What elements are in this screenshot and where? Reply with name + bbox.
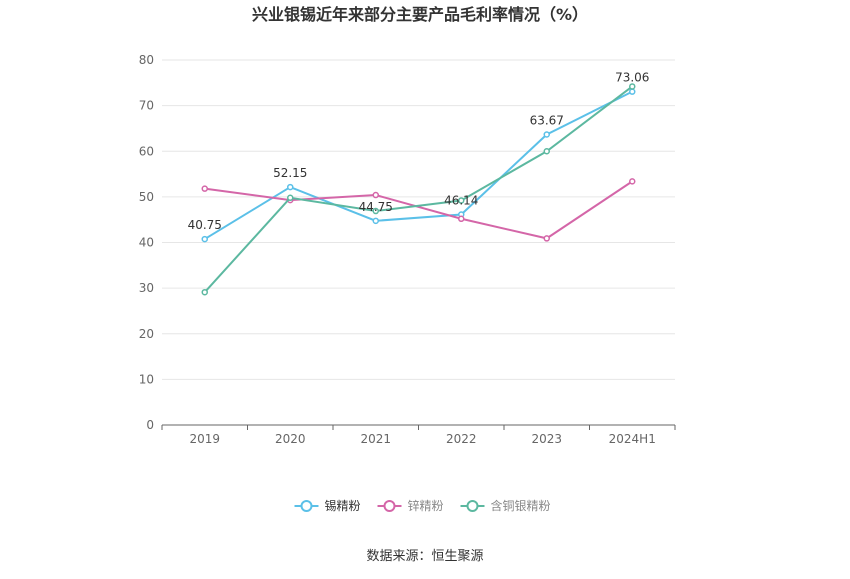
data-point bbox=[629, 83, 636, 90]
data-point bbox=[201, 235, 208, 243]
legend-item-3: 含铜银精粉 bbox=[460, 498, 551, 513]
data-point bbox=[372, 191, 379, 199]
y-tick-label: 60 bbox=[139, 144, 154, 158]
y-tick-label: 70 bbox=[139, 99, 154, 113]
x-tick-label: 2021 bbox=[360, 432, 391, 446]
data-point bbox=[287, 183, 294, 191]
chart-title: 兴业银锡近年来部分主要产品毛利率情况（%） bbox=[252, 5, 588, 24]
y-tick-label: 10 bbox=[139, 372, 154, 386]
x-tick-label: 2022 bbox=[446, 432, 477, 446]
data-label: 73.06 bbox=[615, 71, 649, 85]
legend-item-1: 锡精粉 bbox=[294, 498, 361, 513]
series-line-1 bbox=[204, 90, 633, 240]
legend-label: 含铜银精粉 bbox=[491, 498, 551, 513]
source-note: 数据来源：恒生聚源 bbox=[366, 549, 483, 564]
legend-label: 锌精粉 bbox=[408, 499, 444, 513]
data-point bbox=[372, 207, 379, 215]
data-label: 46.14 bbox=[444, 193, 478, 207]
y-tick-label: 80 bbox=[139, 53, 154, 67]
data-point bbox=[201, 288, 208, 296]
x-tick-label: 2019 bbox=[189, 432, 220, 446]
legend-marker bbox=[300, 500, 313, 512]
data-labels: 40.75 52.15 44.75 46.14 63.67 73.06 bbox=[188, 71, 650, 232]
data-point bbox=[629, 178, 636, 185]
x-tick-label: 2023 bbox=[531, 432, 562, 446]
data-label: 40.75 bbox=[188, 218, 222, 232]
series-lines bbox=[201, 83, 636, 296]
data-point bbox=[543, 148, 550, 155]
data-point bbox=[458, 197, 465, 204]
series-line-3 bbox=[204, 85, 633, 293]
y-tick-label: 30 bbox=[139, 281, 154, 295]
axes: 0 10 20 30 40 50 60 70 80 2019 2020 2021 2022 2023 202… bbox=[139, 53, 676, 446]
y-tick-label: 0 bbox=[146, 418, 154, 432]
y-tick-label: 20 bbox=[139, 327, 154, 341]
grid-lines bbox=[162, 59, 675, 380]
y-tick-label: 40 bbox=[139, 236, 154, 250]
data-label: 52.15 bbox=[273, 166, 307, 180]
data-point bbox=[543, 131, 550, 138]
data-point bbox=[543, 235, 550, 242]
data-point bbox=[287, 194, 294, 202]
data-label: 63.67 bbox=[530, 114, 564, 128]
data-point bbox=[629, 88, 636, 95]
x-tick-label: 2024H1 bbox=[609, 432, 656, 446]
data-label: 44.75 bbox=[359, 200, 393, 214]
legend-marker bbox=[383, 500, 396, 512]
data-point bbox=[458, 215, 465, 223]
data-point bbox=[372, 217, 379, 225]
data-point bbox=[201, 185, 208, 192]
x-tick-label: 2020 bbox=[275, 432, 306, 446]
legend-item-2: 锌精粉 bbox=[377, 499, 444, 513]
y-tick-label: 50 bbox=[139, 190, 154, 204]
legend-marker bbox=[466, 500, 479, 512]
series-line-2 bbox=[204, 180, 633, 240]
legend: 锡精粉 锌精粉 含铜银精粉 bbox=[294, 498, 551, 513]
legend-label: 锡精粉 bbox=[325, 498, 361, 513]
